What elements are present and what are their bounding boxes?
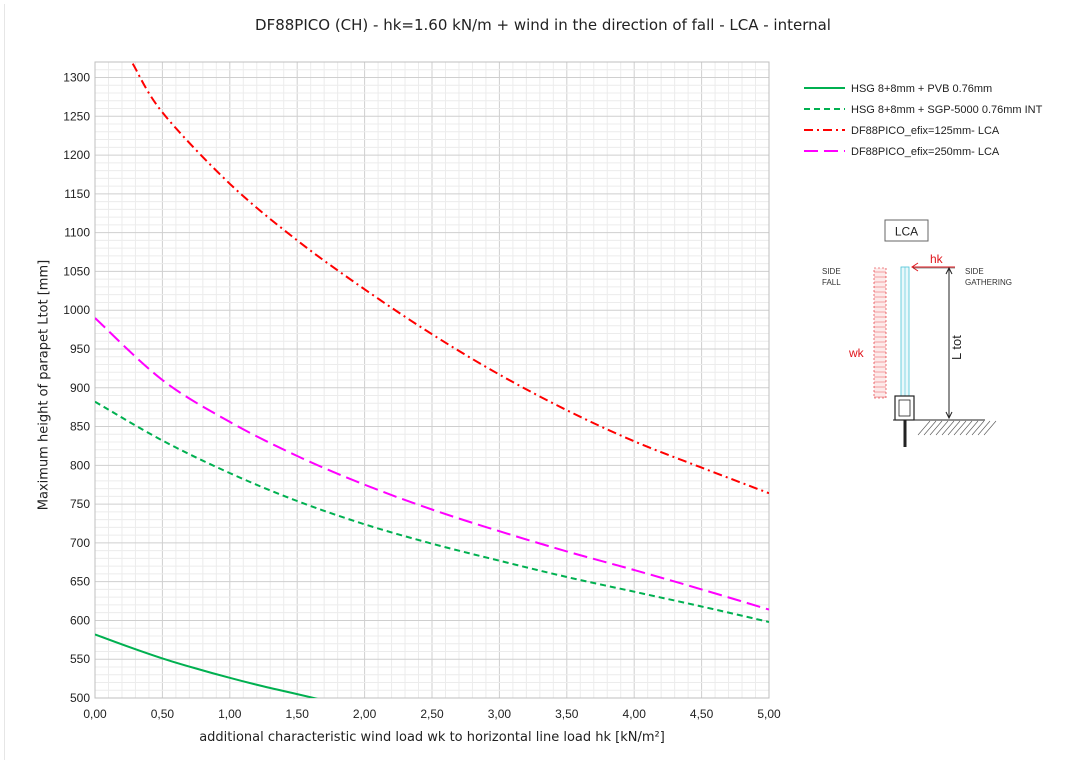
- y-tick-label: 1050: [63, 264, 90, 278]
- hk-arrowhead: [911, 262, 919, 272]
- y-tick-label: 750: [70, 497, 90, 511]
- lca-diagram: LCA SIDE FALL SIDE GATHERING wk hk L tot: [822, 219, 1012, 447]
- series-line-2: [95, 400, 769, 623]
- ltot-label: L tot: [949, 335, 964, 360]
- y-tick-label: 1100: [64, 226, 90, 240]
- plot-area-border: [94, 61, 770, 699]
- x-tick-label: 1,00: [218, 707, 242, 721]
- floor-hatch-line: [953, 420, 967, 436]
- series-line-4: [95, 317, 769, 611]
- legend-entry-label: HSG 8+8mm + SGP-5000 0.76mm INT: [851, 104, 1043, 116]
- floor-hatch-line: [941, 420, 955, 436]
- y-tick-label: 950: [70, 342, 90, 356]
- series-lines: [95, 63, 769, 698]
- y-tick-label: 850: [70, 420, 90, 434]
- y-tick-label: 1250: [63, 109, 90, 123]
- lca-label-box: [884, 219, 929, 242]
- floor-hatch-line: [971, 420, 985, 436]
- side-fall-line2: FALL: [822, 278, 841, 287]
- floor-hatch-line: [929, 420, 943, 436]
- x-tick-label: 3,00: [488, 707, 512, 721]
- base-profile-inner: [898, 399, 911, 417]
- x-tick-label: 2,00: [353, 707, 377, 721]
- series-line-3: [131, 63, 769, 495]
- side-gathering-line1: SIDE: [965, 267, 984, 276]
- floor-hatch: [917, 420, 997, 436]
- axis-ticks: 0,00 0,50 1,00 1,50 2,00 2,50 3,00 3,50 4,00 4,50…: [63, 71, 781, 721]
- x-tick-label: 5,00: [757, 707, 781, 721]
- floor-hatch-line: [977, 420, 991, 436]
- y-tick-label: 1150: [64, 187, 90, 201]
- wind-load-area: [873, 267, 887, 399]
- side-fall-line1: SIDE: [822, 267, 841, 276]
- wind-load-strip: [873, 267, 887, 399]
- legend: HSG 8+8mm + PVB 0.76mm HSG 8+8mm + SGP-50…: [804, 83, 1043, 158]
- floor-hatch-line: [917, 420, 931, 436]
- ltot-arrow-bottom: [945, 411, 953, 420]
- x-tick-label: 4,50: [690, 707, 714, 721]
- y-tick-label: 600: [70, 613, 90, 627]
- chart-title: DF88PICO (CH) - hk=1.60 kN/m + wind in t…: [255, 16, 831, 34]
- x-tick-label: 4,00: [623, 707, 647, 721]
- hk-label: hk: [930, 252, 944, 266]
- x-tick-label: 1,50: [286, 707, 310, 721]
- grid: [95, 62, 769, 698]
- y-tick-label: 500: [70, 691, 90, 705]
- legend-entry-label: DF88PICO_efix=250mm- LCA: [851, 146, 1000, 158]
- floor-hatch-line: [959, 420, 973, 436]
- x-tick-label: 0,00: [83, 707, 107, 721]
- lca-label: LCA: [895, 225, 918, 239]
- y-tick-label: 1000: [63, 303, 90, 317]
- chart-frame: [4, 4, 1081, 760]
- y-tick-label: 800: [70, 458, 90, 472]
- wk-label: wk: [848, 346, 865, 360]
- y-tick-label: 700: [70, 536, 90, 550]
- floor-hatch-line: [983, 420, 997, 436]
- y-tick-label: 550: [70, 652, 90, 666]
- y-tick-label: 900: [70, 381, 90, 395]
- x-axis-label: additional characteristic wind load wk t…: [199, 730, 665, 745]
- x-tick-label: 0,50: [151, 707, 175, 721]
- floor-hatch-line: [965, 420, 979, 436]
- side-gathering-line2: GATHERING: [965, 278, 1012, 287]
- x-tick-label: 2,50: [420, 707, 444, 721]
- y-tick-label: 650: [70, 575, 90, 589]
- legend-entry-label: HSG 8+8mm + PVB 0.76mm: [851, 83, 992, 95]
- y-tick-label: 1300: [63, 71, 90, 85]
- y-tick-label: 1200: [63, 148, 90, 162]
- floor-hatch-line: [923, 420, 937, 436]
- legend-entry-label: DF88PICO_efix=125mm- LCA: [851, 125, 1000, 137]
- series-line-1: [95, 633, 318, 698]
- floor-hatch-line: [935, 420, 949, 436]
- x-tick-label: 3,50: [555, 707, 579, 721]
- floor-hatch-line: [947, 420, 961, 436]
